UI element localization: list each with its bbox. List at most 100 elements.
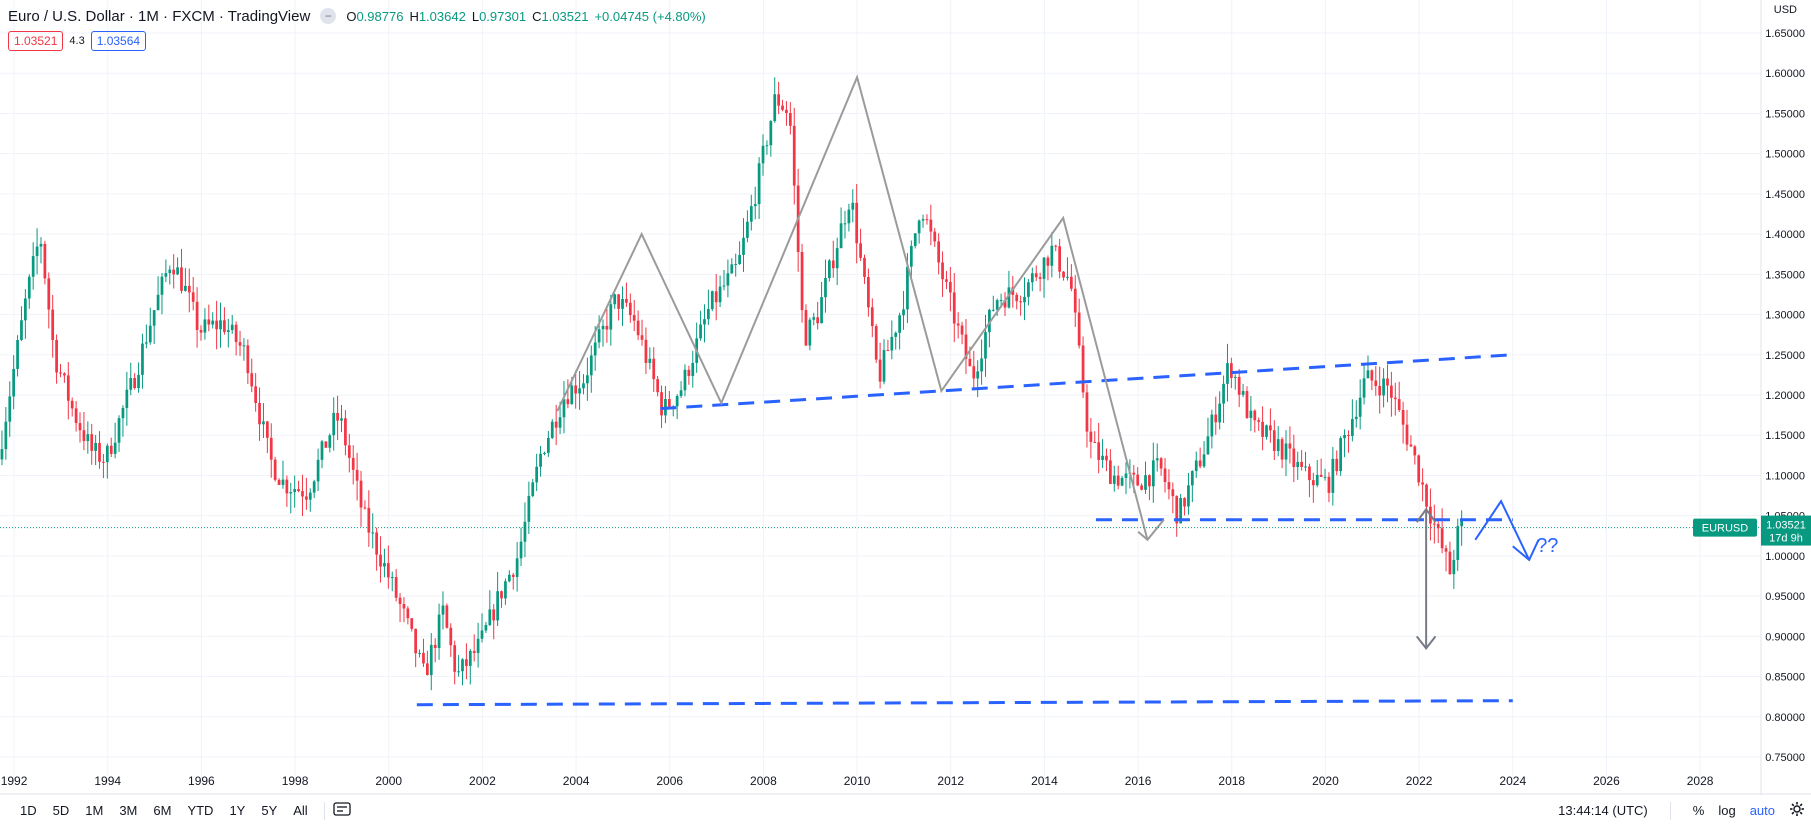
candle-body <box>632 315 636 321</box>
candle-body <box>488 609 492 625</box>
candle-body <box>1315 474 1319 486</box>
close-value: 1.03521 <box>541 8 589 24</box>
goto-date-icon[interactable] <box>333 801 351 820</box>
ohlc-values: O0.98776 H1.03642 L0.97301 C1.03521 +0.0… <box>346 9 705 24</box>
candle-body <box>429 644 433 676</box>
chart-legend: Euro / U.S. Dollar · 1M · FXCM · Trading… <box>8 4 706 28</box>
candle-body <box>820 297 823 324</box>
price-axis: 1.65000 1.60000 1.55000 1.50000 1.45000 1.400… <box>1765 28 1805 764</box>
candle-body <box>586 375 589 384</box>
candle-body <box>332 412 336 436</box>
range-1m-button[interactable]: 1M <box>85 803 104 818</box>
change-value: +0.04745 (+4.80%) <box>594 8 706 24</box>
candle-body <box>679 390 683 396</box>
symbol-title[interactable]: Euro / U.S. Dollar · 1M · FXCM · Trading… <box>8 7 311 25</box>
candle-body <box>74 408 78 424</box>
range-5y-button[interactable]: 5Y <box>261 803 278 818</box>
candle-body <box>730 264 734 274</box>
candle-body <box>437 614 441 648</box>
candle-body <box>102 461 105 463</box>
candle-body <box>859 243 862 258</box>
price-tick-label: 1.15000 <box>1765 430 1805 442</box>
candle-body <box>742 237 745 255</box>
range-1y-button[interactable]: 1Y <box>229 803 246 818</box>
candle-body <box>480 630 484 639</box>
candle-body <box>117 418 121 443</box>
candle-body <box>265 421 269 438</box>
candle-body <box>1030 273 1034 283</box>
hide-legend-icon[interactable]: − <box>320 8 337 24</box>
candle-body <box>78 423 82 431</box>
candle-body <box>644 339 648 363</box>
percent-scale-button[interactable]: % <box>1692 803 1705 818</box>
sell-price-box[interactable]: 1.03521 <box>8 31 64 51</box>
candle-body <box>363 507 367 509</box>
price-chart[interactable]: ?? 1.650001.600001.550001.500001.450001.… <box>0 0 1811 795</box>
candle-body <box>1421 482 1424 485</box>
clock-display[interactable]: 13:44:14 (UTC) <box>1558 803 1648 818</box>
close-label: C <box>532 8 542 24</box>
projection-arrowhead <box>1512 539 1540 562</box>
candle-body <box>199 330 203 333</box>
candle-body <box>1062 271 1065 278</box>
range-ytd-button[interactable]: YTD <box>187 803 214 818</box>
upper-trendline <box>660 353 1513 411</box>
candle-body <box>1343 434 1346 439</box>
candle-body <box>1436 523 1440 529</box>
candle-body <box>379 554 382 567</box>
candle-body <box>808 319 812 346</box>
time-tick-label: 2018 <box>1218 774 1245 788</box>
low-label: L <box>471 8 480 24</box>
candle-body <box>550 421 554 438</box>
candle-body <box>1448 551 1452 575</box>
candle-body <box>769 121 773 146</box>
candle-body <box>1249 410 1253 418</box>
candle-body <box>418 652 421 654</box>
candle-body <box>773 94 777 122</box>
currency-label[interactable]: USD <box>1773 4 1797 16</box>
candle-body <box>269 437 273 460</box>
candle-body <box>1319 474 1323 477</box>
candle-body <box>383 563 386 567</box>
candle-body <box>1425 484 1428 507</box>
range-3m-button[interactable]: 3M <box>119 803 138 818</box>
candle-body <box>211 320 215 325</box>
candle-body <box>648 358 652 363</box>
toolbar-divider <box>323 801 325 820</box>
candle-body <box>570 385 574 405</box>
settings-gear-icon[interactable] <box>1789 801 1805 820</box>
range-all-button[interactable]: All <box>293 803 308 818</box>
candle-body <box>355 469 359 481</box>
candle-body <box>707 309 710 320</box>
candle-body <box>1105 455 1108 461</box>
candle-body <box>1397 399 1401 410</box>
candle-body <box>168 269 172 274</box>
candle-body <box>929 219 933 232</box>
candle-body <box>902 309 905 316</box>
candle-body <box>1354 416 1358 420</box>
candle-body <box>527 495 531 522</box>
candle-body <box>543 452 546 454</box>
candle-body <box>777 94 780 106</box>
candle-body <box>55 339 58 373</box>
auto-scale-button[interactable]: auto <box>1749 803 1775 818</box>
candle-body <box>1378 385 1382 396</box>
candle-body <box>281 479 285 485</box>
log-scale-button[interactable]: log <box>1718 803 1736 818</box>
candle-body <box>980 358 983 372</box>
range-5d-button[interactable]: 5D <box>52 803 70 818</box>
candle-body <box>105 445 109 463</box>
range-6m-button[interactable]: 6M <box>153 803 172 818</box>
candle-body <box>293 489 297 493</box>
candle-body <box>31 256 35 277</box>
price-tick-label: 1.30000 <box>1765 310 1805 322</box>
candle-body <box>855 202 859 244</box>
range-1d-button[interactable]: 1D <box>20 803 37 818</box>
candle-body <box>1151 460 1155 487</box>
head-shoulders-pattern <box>556 74 1149 541</box>
buy-price-box[interactable]: 1.03564 <box>90 31 147 51</box>
candle-body <box>800 252 804 311</box>
low-value: 0.97301 <box>479 8 527 24</box>
candle-body <box>1304 466 1307 468</box>
candle-body <box>152 310 156 326</box>
